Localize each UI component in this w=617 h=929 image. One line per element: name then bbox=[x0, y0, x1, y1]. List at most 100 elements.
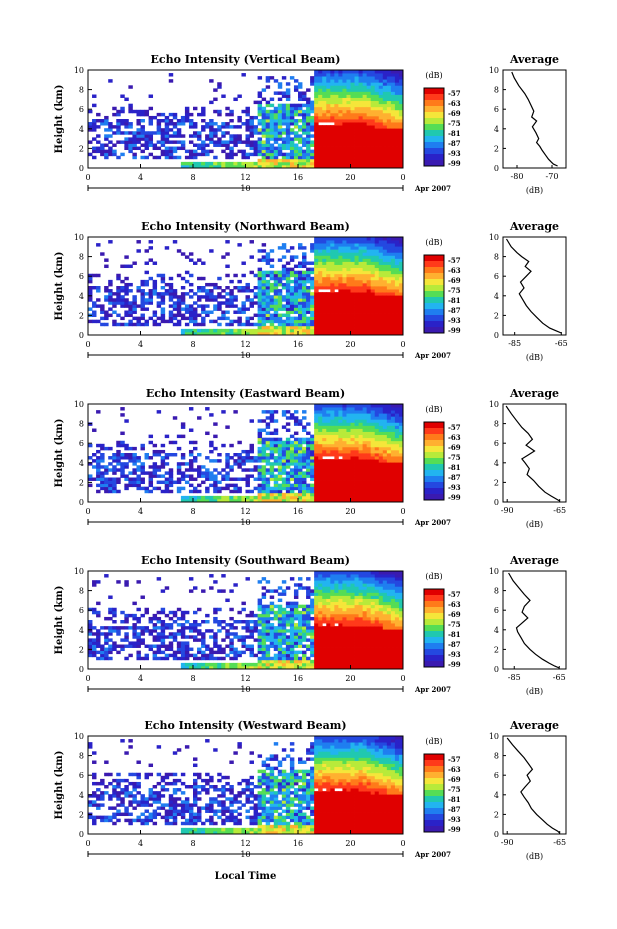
heatmap-cell bbox=[205, 644, 210, 648]
heatmap-cell bbox=[265, 319, 271, 324]
heatmap-cell bbox=[209, 653, 214, 658]
heatmap-cell bbox=[382, 258, 388, 262]
heatmap-cell bbox=[318, 292, 323, 296]
heatmap-cell bbox=[112, 629, 117, 633]
heatmap-cell bbox=[156, 316, 162, 321]
heatmap-cell bbox=[302, 164, 307, 169]
heatmap-cell bbox=[249, 644, 254, 648]
heatmap-cell bbox=[366, 149, 372, 154]
heatmap-cell bbox=[358, 304, 364, 308]
heatmap-cell bbox=[346, 82, 351, 86]
heatmap-cell bbox=[338, 76, 343, 80]
heatmap-cell bbox=[298, 443, 303, 448]
heatmap-cell bbox=[322, 85, 327, 89]
heatmap-cell bbox=[342, 149, 347, 154]
heatmap-cell bbox=[366, 304, 372, 308]
heatmap-cell bbox=[382, 404, 388, 408]
heatmap-cell bbox=[314, 404, 319, 408]
heatmap-cell bbox=[342, 261, 347, 265]
heatmap-cell bbox=[390, 310, 396, 314]
heatmap-cell bbox=[188, 125, 194, 129]
heatmap-cell bbox=[378, 279, 384, 284]
heatmap-cell bbox=[144, 146, 149, 151]
heatmap-cell bbox=[201, 638, 206, 642]
heatmap-cell bbox=[245, 629, 250, 633]
heatmap-cell bbox=[314, 125, 319, 129]
heatmap-cell bbox=[394, 137, 400, 141]
heatmap-cell bbox=[346, 462, 351, 466]
heatmap-cell bbox=[225, 462, 230, 466]
heatmap-cell bbox=[108, 128, 113, 132]
heatmap-cell bbox=[253, 620, 259, 624]
heatmap-cell bbox=[144, 292, 149, 296]
heatmap-cell bbox=[338, 310, 343, 314]
heatmap-cell bbox=[318, 79, 323, 83]
heatmap-cell bbox=[245, 109, 250, 114]
heatmap-cell bbox=[281, 477, 287, 481]
heatmap-cell bbox=[354, 419, 359, 423]
x-tick-label: 12 bbox=[240, 507, 250, 516]
heatmap-cell bbox=[100, 252, 105, 256]
heatmap-cell bbox=[354, 249, 359, 253]
heatmap-cell bbox=[245, 134, 250, 138]
heatmap-cell bbox=[180, 653, 186, 658]
heatmap-cell bbox=[342, 498, 347, 503]
heatmap-cell bbox=[152, 623, 158, 627]
heatmap-cell bbox=[346, 310, 351, 314]
heatmap-cell bbox=[281, 459, 287, 463]
avg-x-tick-label: -85 bbox=[508, 339, 521, 348]
heatmap-cell bbox=[92, 286, 97, 290]
heatmap-cell bbox=[346, 416, 351, 420]
heatmap-cell bbox=[338, 440, 343, 445]
heatmap-cell bbox=[330, 249, 335, 253]
heatmap-cell bbox=[140, 656, 145, 661]
heatmap-cell bbox=[366, 155, 372, 160]
heatmap-cell bbox=[334, 91, 339, 95]
heatmap-cell bbox=[188, 629, 194, 633]
heatmap-cell bbox=[249, 128, 254, 132]
heatmap-cell bbox=[293, 307, 299, 311]
heatmap-cell bbox=[346, 140, 351, 144]
heatmap-cell bbox=[362, 471, 368, 475]
heatmap-cell bbox=[277, 146, 283, 151]
heatmap-cell bbox=[378, 413, 384, 417]
heatmap-cell bbox=[116, 313, 121, 318]
heatmap-cell bbox=[293, 264, 299, 269]
heatmap-cell bbox=[398, 456, 404, 460]
heatmap-cell bbox=[334, 131, 339, 135]
heatmap-cell bbox=[132, 307, 137, 311]
heatmap-cell bbox=[394, 477, 400, 481]
heatmap-cell bbox=[346, 161, 351, 166]
heatmap-cell bbox=[334, 328, 339, 333]
heatmap-cell bbox=[156, 468, 162, 472]
heatmap-cell bbox=[350, 243, 355, 247]
heatmap-cell bbox=[326, 88, 331, 92]
heatmap-cell bbox=[366, 270, 372, 275]
heatmap-cell bbox=[366, 419, 372, 423]
heatmap-cell bbox=[318, 158, 323, 163]
heatmap-cell bbox=[144, 261, 149, 265]
heatmap-cell bbox=[265, 292, 271, 296]
heatmap-cell bbox=[261, 659, 267, 664]
heatmap-cell bbox=[298, 161, 303, 166]
heatmap-cell bbox=[378, 79, 384, 83]
heatmap-cell bbox=[265, 100, 271, 105]
heatmap-cell bbox=[108, 79, 113, 83]
heatmap-cell bbox=[322, 449, 327, 454]
heatmap-cell bbox=[152, 449, 158, 454]
heatmap-cell bbox=[249, 489, 254, 494]
heatmap-cell bbox=[217, 322, 222, 327]
heatmap-cell bbox=[322, 279, 327, 284]
heatmap-cell bbox=[366, 413, 372, 417]
heatmap-cell bbox=[188, 453, 194, 457]
heatmap-cell bbox=[96, 304, 101, 308]
heatmap-cell bbox=[293, 495, 299, 500]
heatmap-cell bbox=[386, 331, 392, 336]
heatmap-cell bbox=[386, 286, 392, 290]
heatmap-cell bbox=[398, 103, 404, 108]
heatmap-cell bbox=[370, 122, 376, 126]
heatmap-cell bbox=[241, 468, 246, 472]
heatmap-cell bbox=[96, 273, 101, 278]
heatmap-cell bbox=[217, 295, 222, 299]
heatmap-cell bbox=[350, 422, 355, 426]
